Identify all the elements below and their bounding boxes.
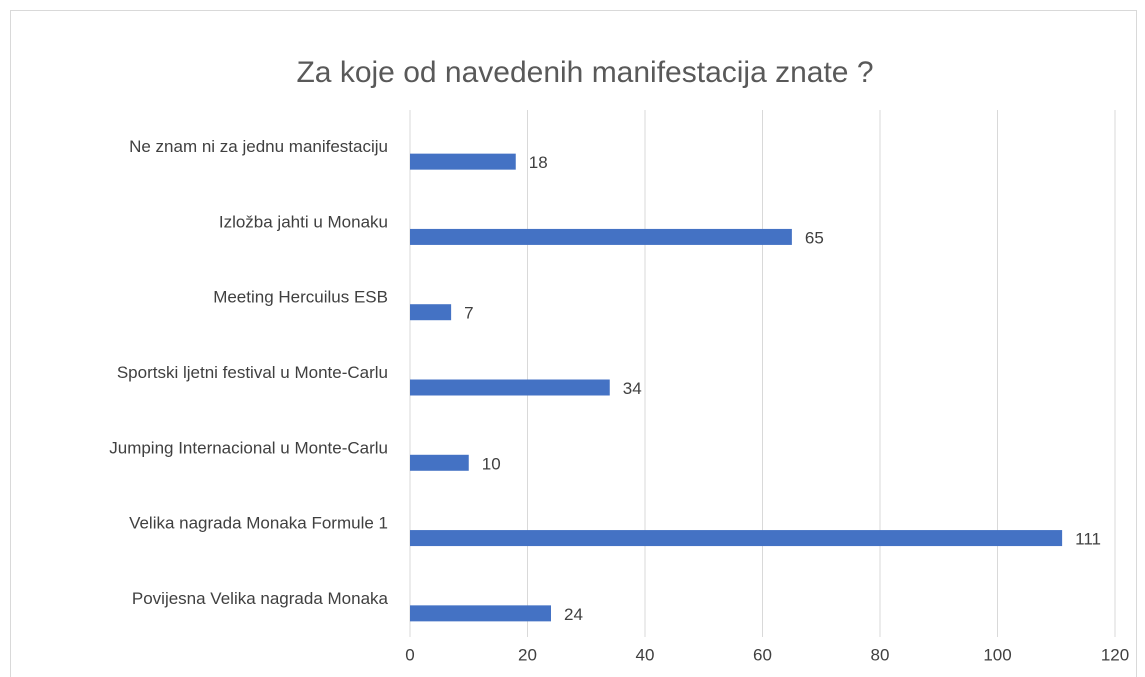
data-label: 24 xyxy=(564,605,583,624)
data-label: 10 xyxy=(482,454,501,473)
x-tick-label: 80 xyxy=(871,645,890,664)
bar xyxy=(410,454,469,471)
y-tick-label: Ne znam ni za jednu manifestaciju xyxy=(129,137,388,156)
x-tick-label: 40 xyxy=(636,645,655,664)
x-tick-label: 0 xyxy=(405,645,414,664)
bar xyxy=(410,153,516,170)
x-tick-label: 120 xyxy=(1101,645,1129,664)
bar xyxy=(410,304,452,321)
bar xyxy=(410,228,792,245)
x-tick-label: 20 xyxy=(518,645,537,664)
y-tick-label: Jumping Internacional u Monte-Carlu xyxy=(109,438,388,457)
y-tick-label: Velika nagrada Monaka Formule 1 xyxy=(129,514,388,533)
y-tick-label: Meeting Hercuilus ESB xyxy=(213,288,388,307)
chart-border xyxy=(10,10,1137,677)
data-label: 34 xyxy=(623,379,642,398)
data-label: 18 xyxy=(529,153,548,172)
y-tick-label: Povijesna Velika nagrada Monaka xyxy=(132,589,389,608)
data-label: 7 xyxy=(464,304,473,323)
x-tick-label: 60 xyxy=(753,645,772,664)
y-tick-label: Sportski ljetni festival u Monte-Carlu xyxy=(117,363,388,382)
bar xyxy=(410,605,551,622)
y-tick-label: Izložba jahti u Monaku xyxy=(219,212,388,231)
chart-title: Za koje od navedenih manifestacija znate… xyxy=(296,56,873,89)
bar xyxy=(410,530,1063,547)
data-label: 111 xyxy=(1075,530,1101,549)
x-tick-label: 100 xyxy=(983,645,1011,664)
bar xyxy=(410,379,610,396)
data-label: 65 xyxy=(805,228,824,247)
